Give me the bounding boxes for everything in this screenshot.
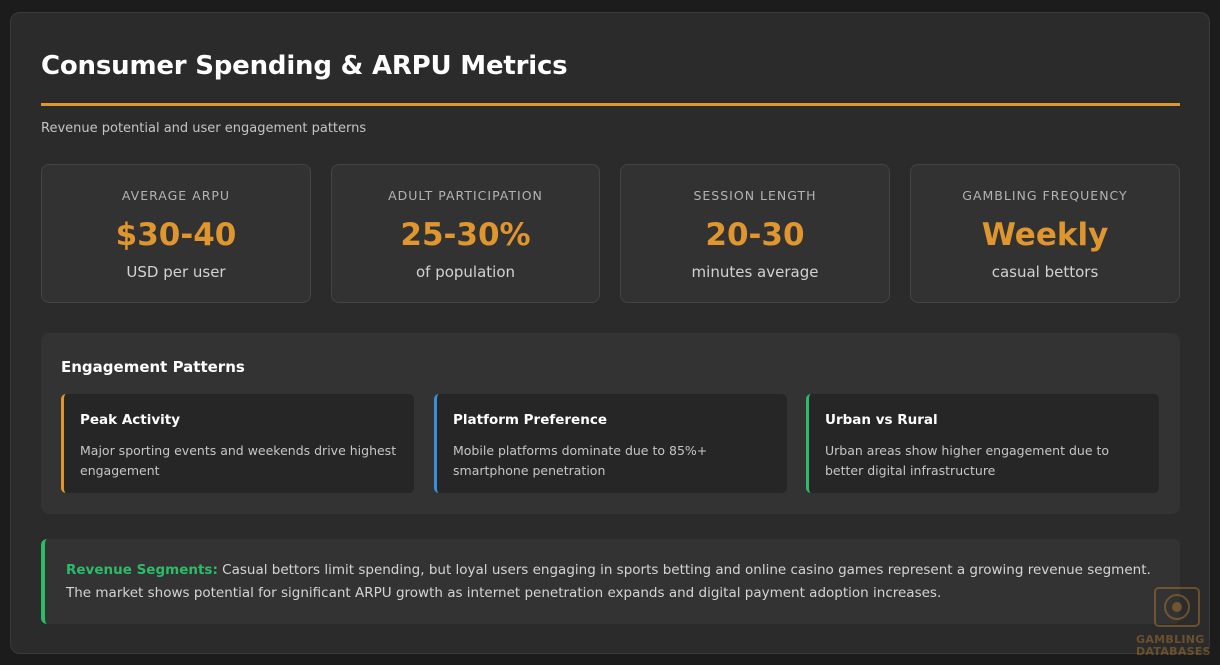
- metric-subtext: minutes average: [691, 263, 819, 281]
- title-divider: [41, 103, 1180, 106]
- card-title: Urban vs Rural: [825, 412, 938, 428]
- engagement-card-peak-activity: Peak Activity Major sporting events and …: [61, 394, 414, 493]
- note-label: Revenue Segments:: [66, 562, 218, 578]
- metric-label: GAMBLING FREQUENCY: [962, 188, 1128, 203]
- card-title: Platform Preference: [453, 412, 607, 428]
- metric-subtext: of population: [415, 263, 516, 281]
- page-subtitle: Revenue potential and user engagement pa…: [41, 121, 367, 136]
- watermark-line1: GAMBLING: [1136, 633, 1205, 646]
- metric-card-frequency: GAMBLING FREQUENCY Weekly casual bettors: [910, 164, 1180, 303]
- card-text: Major sporting events and weekends drive…: [80, 443, 397, 478]
- engagement-title: Engagement Patterns: [61, 358, 245, 376]
- metric-label: ADULT PARTICIPATION: [388, 188, 543, 203]
- metric-subtext: USD per user: [126, 263, 226, 281]
- metric-label: SESSION LENGTH: [693, 188, 817, 203]
- metric-value: Weekly: [981, 217, 1109, 253]
- page-title: Consumer Spending & ARPU Metrics: [41, 51, 568, 81]
- metric-card-arpu: AVERAGE ARPU $30-40 USD per user: [41, 164, 311, 303]
- metric-card-participation: ADULT PARTICIPATION 25-30% of population: [331, 164, 600, 303]
- engagement-card-platform-preference: Platform Preference Mobile platforms dom…: [434, 394, 787, 493]
- metric-value: 20-30: [705, 217, 805, 253]
- engagement-card-urban-rural: Urban vs Rural Urban areas show higher e…: [806, 394, 1159, 493]
- revenue-segments-note: Revenue Segments: Casual bettors limit s…: [41, 539, 1180, 624]
- metric-card-session: SESSION LENGTH 20-30 minutes average: [620, 164, 890, 303]
- card-text: Mobile platforms dominate due to 85%+ sm…: [453, 443, 708, 478]
- metric-subtext: casual bettors: [991, 263, 1099, 281]
- gambling-databases-watermark: GAMBLING DATABASES: [1134, 580, 1220, 665]
- card-title: Peak Activity: [80, 412, 181, 428]
- watermark-text: GAMBLING DATABASES: [1136, 634, 1220, 658]
- metrics-panel: Consumer Spending & ARPU Metrics Revenue…: [10, 12, 1210, 654]
- metric-value: 25-30%: [400, 217, 531, 253]
- engagement-section: Engagement Patterns Peak Activity Major …: [41, 333, 1180, 514]
- poker-chip-icon: [1154, 587, 1200, 627]
- metric-value: $30-40: [115, 217, 237, 253]
- watermark-line2: DATABASES: [1136, 645, 1211, 658]
- note-text: Revenue Segments: Casual bettors limit s…: [66, 559, 1160, 605]
- metric-label: AVERAGE ARPU: [121, 188, 231, 203]
- card-text: Urban areas show higher engagement due t…: [825, 443, 1110, 478]
- note-body: Casual bettors limit spending, but loyal…: [66, 562, 1151, 601]
